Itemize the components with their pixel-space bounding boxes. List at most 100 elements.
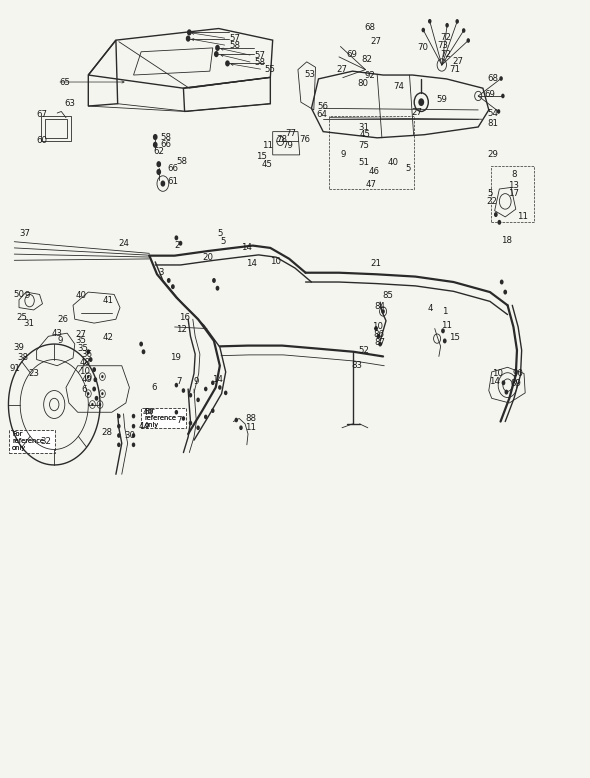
Circle shape xyxy=(167,278,171,283)
Text: 92: 92 xyxy=(364,72,375,80)
Text: 78: 78 xyxy=(276,135,287,144)
Text: 27: 27 xyxy=(336,65,347,74)
Text: 31: 31 xyxy=(24,320,35,328)
Text: 63: 63 xyxy=(65,100,76,108)
Text: 27: 27 xyxy=(76,330,86,339)
Text: 18: 18 xyxy=(500,236,512,244)
Text: For
reference
only: For reference only xyxy=(12,431,44,451)
Text: 15: 15 xyxy=(255,152,267,161)
Circle shape xyxy=(215,45,220,51)
Text: 86: 86 xyxy=(373,330,384,339)
Text: 11: 11 xyxy=(441,321,451,330)
Text: For
reference
only: For reference only xyxy=(145,408,176,428)
Text: 27: 27 xyxy=(453,58,463,66)
Circle shape xyxy=(441,328,445,333)
Circle shape xyxy=(182,416,185,421)
Text: 29: 29 xyxy=(487,150,499,159)
Text: 8: 8 xyxy=(511,170,517,179)
Text: 83: 83 xyxy=(352,361,362,370)
Text: 59: 59 xyxy=(436,95,447,103)
Text: 88: 88 xyxy=(245,414,256,423)
Circle shape xyxy=(117,414,120,419)
Text: 44: 44 xyxy=(138,422,149,431)
Circle shape xyxy=(445,23,449,27)
Text: 69: 69 xyxy=(347,50,358,58)
Text: 43: 43 xyxy=(52,328,63,338)
Circle shape xyxy=(87,392,90,395)
Circle shape xyxy=(189,393,192,398)
Circle shape xyxy=(142,349,145,354)
Circle shape xyxy=(153,142,158,148)
Text: 73: 73 xyxy=(438,41,448,50)
Text: 84: 84 xyxy=(375,302,386,310)
Text: 7: 7 xyxy=(176,415,182,425)
Circle shape xyxy=(497,220,502,225)
Circle shape xyxy=(156,161,161,167)
Text: 10: 10 xyxy=(80,367,90,377)
Text: 40: 40 xyxy=(388,158,399,167)
Circle shape xyxy=(117,433,120,438)
Text: 11: 11 xyxy=(261,141,273,150)
Text: 68: 68 xyxy=(487,75,499,83)
Text: 54: 54 xyxy=(487,109,499,118)
Circle shape xyxy=(87,375,90,378)
Circle shape xyxy=(186,36,191,42)
Circle shape xyxy=(234,418,238,422)
Circle shape xyxy=(462,28,466,33)
Circle shape xyxy=(153,134,158,140)
Circle shape xyxy=(93,377,97,382)
Text: 74: 74 xyxy=(394,82,405,91)
Circle shape xyxy=(381,309,385,314)
Circle shape xyxy=(455,19,459,23)
Text: 64: 64 xyxy=(316,110,327,119)
Text: 91: 91 xyxy=(9,363,20,373)
Text: 20: 20 xyxy=(203,253,214,261)
Text: 58: 58 xyxy=(230,41,240,50)
Text: 56: 56 xyxy=(317,103,328,111)
Text: 9: 9 xyxy=(341,150,346,159)
Text: 61: 61 xyxy=(168,177,179,186)
Text: 90: 90 xyxy=(512,369,523,378)
Text: 14: 14 xyxy=(241,244,252,252)
Text: For
reference
only: For reference only xyxy=(145,408,176,428)
Text: 6: 6 xyxy=(152,383,157,392)
Circle shape xyxy=(132,433,135,438)
Text: 57: 57 xyxy=(230,34,240,43)
Circle shape xyxy=(156,169,161,175)
Circle shape xyxy=(139,342,143,346)
Text: 46: 46 xyxy=(369,167,380,177)
Circle shape xyxy=(443,338,447,343)
Text: 68: 68 xyxy=(364,23,375,32)
Text: 66: 66 xyxy=(160,139,171,149)
Circle shape xyxy=(467,38,470,43)
Text: 76: 76 xyxy=(300,135,311,144)
Circle shape xyxy=(503,289,507,295)
Text: 70: 70 xyxy=(417,44,428,52)
Text: 67: 67 xyxy=(37,110,48,119)
FancyBboxPatch shape xyxy=(141,408,186,428)
Text: 4: 4 xyxy=(428,304,433,313)
Text: 30: 30 xyxy=(124,431,136,440)
Text: 38: 38 xyxy=(18,353,29,363)
Text: 10: 10 xyxy=(492,369,503,378)
Circle shape xyxy=(187,30,192,36)
Circle shape xyxy=(117,424,120,429)
Text: 75: 75 xyxy=(358,141,369,150)
Text: 11: 11 xyxy=(517,212,528,222)
Text: 22: 22 xyxy=(486,197,497,206)
Text: 19: 19 xyxy=(171,353,181,363)
Circle shape xyxy=(99,403,101,406)
Circle shape xyxy=(92,387,96,391)
Circle shape xyxy=(88,357,93,362)
Text: 5: 5 xyxy=(218,230,223,238)
Circle shape xyxy=(179,240,182,246)
Text: 31: 31 xyxy=(358,123,369,132)
Circle shape xyxy=(196,426,200,430)
Text: 58: 58 xyxy=(176,157,188,166)
Text: 23: 23 xyxy=(28,369,40,378)
Circle shape xyxy=(204,387,208,391)
Circle shape xyxy=(175,383,178,387)
Text: 39: 39 xyxy=(13,342,24,352)
Circle shape xyxy=(101,392,104,395)
Text: 35: 35 xyxy=(76,336,86,345)
